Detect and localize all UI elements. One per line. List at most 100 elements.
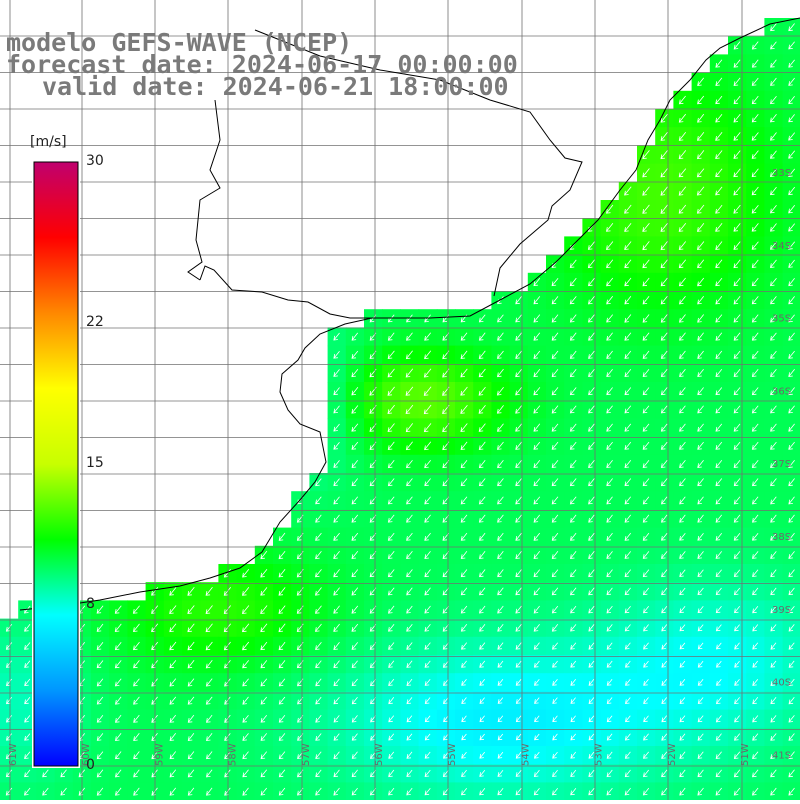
wind-cell xyxy=(364,527,383,547)
wind-arrow xyxy=(679,314,686,323)
wind-cell xyxy=(764,291,784,310)
wind-cell xyxy=(473,345,492,365)
wind-arrow xyxy=(443,733,449,741)
wind-arrow xyxy=(751,241,759,250)
wind-arrow xyxy=(533,496,541,505)
wind-cell xyxy=(564,727,583,747)
wind-arrow xyxy=(751,405,759,414)
wind-cell xyxy=(527,291,547,310)
wind-cell xyxy=(564,272,583,292)
wind-cell xyxy=(254,782,274,802)
wind-arrow xyxy=(478,368,486,378)
wind-cell xyxy=(655,272,674,292)
wind-cell xyxy=(691,491,711,510)
wind-arrow xyxy=(5,769,13,778)
wind-arrow xyxy=(315,751,322,759)
wind-arrow xyxy=(697,132,705,141)
wind-cell xyxy=(127,636,147,656)
wind-arrow xyxy=(679,679,686,686)
longitude-label: 53W xyxy=(594,743,605,766)
wind-arrow xyxy=(569,259,577,268)
wind-arrow xyxy=(752,751,759,759)
wind-arrow xyxy=(534,751,540,759)
wind-cell xyxy=(655,727,674,747)
wind-cell xyxy=(327,473,347,492)
wind-arrow xyxy=(569,314,577,323)
wind-cell xyxy=(455,363,474,383)
wind-cell xyxy=(709,236,729,256)
wind-arrow xyxy=(187,751,195,760)
wind-arrow xyxy=(788,715,795,723)
wind-cell xyxy=(527,782,547,802)
wind-cell xyxy=(473,418,492,438)
wind-cell xyxy=(709,600,729,620)
wind-cell xyxy=(527,636,547,656)
wind-arrow xyxy=(606,660,613,668)
wind-cell xyxy=(527,655,547,674)
wind-cell xyxy=(746,655,765,674)
wind-arrow xyxy=(606,478,613,487)
wind-arrow xyxy=(679,478,686,487)
wind-arrow xyxy=(788,241,796,250)
wind-arrow xyxy=(515,733,522,741)
wind-cell xyxy=(764,236,784,256)
wind-cell xyxy=(291,509,310,529)
wind-cell xyxy=(728,564,747,583)
wind-cell xyxy=(273,691,292,711)
wind-arrow xyxy=(733,259,741,269)
wind-arrow xyxy=(715,733,722,741)
wind-arrow xyxy=(333,405,340,414)
wind-cell xyxy=(655,163,674,183)
wind-arrow xyxy=(570,569,577,578)
wind-cell xyxy=(728,200,747,219)
wind-cell xyxy=(418,673,438,692)
wind-arrow xyxy=(587,259,595,269)
wind-arrow xyxy=(606,332,613,341)
wind-arrow xyxy=(661,624,668,632)
wind-cell xyxy=(364,473,383,492)
wind-cell xyxy=(327,527,347,547)
wind-cell xyxy=(691,145,711,165)
wind-arrow xyxy=(460,459,468,469)
wind-cell xyxy=(491,400,511,419)
wind-arrow xyxy=(788,423,795,432)
colorbar-tick-label: 22 xyxy=(86,314,104,331)
wind-arrow xyxy=(734,642,740,650)
wind-arrow xyxy=(569,405,577,414)
wind-arrow xyxy=(551,569,559,578)
wind-cell xyxy=(491,291,511,310)
wind-cell xyxy=(509,727,529,747)
wind-cell xyxy=(418,545,438,565)
wind-cell xyxy=(455,564,474,583)
wind-arrow xyxy=(424,441,432,451)
wind-arrow xyxy=(551,332,559,341)
wind-cell xyxy=(418,709,438,729)
wind-arrow xyxy=(715,369,723,377)
wind-arrow xyxy=(588,369,595,377)
wind-arrow xyxy=(770,205,777,214)
wind-arrow xyxy=(679,769,686,778)
wind-cell xyxy=(764,418,784,438)
wind-arrow xyxy=(733,587,741,596)
wind-cell xyxy=(491,727,511,747)
wind-cell xyxy=(345,746,365,765)
wind-cell xyxy=(637,709,656,729)
wind-arrow xyxy=(424,551,431,559)
wind-arrow xyxy=(533,605,540,614)
wind-cell xyxy=(618,291,638,310)
wind-arrow xyxy=(115,714,122,723)
wind-cell xyxy=(637,163,656,183)
wind-arrow xyxy=(751,314,759,323)
wind-arrow xyxy=(770,569,777,578)
wind-arrow xyxy=(679,624,686,632)
wind-cell xyxy=(691,109,711,128)
colorbar-tick-label: 15 xyxy=(86,455,104,471)
wind-arrow xyxy=(788,478,795,487)
wind-arrow xyxy=(770,605,777,614)
wind-arrow xyxy=(697,77,705,86)
wind-cell xyxy=(546,327,565,347)
wind-cell xyxy=(364,709,383,729)
wind-arrow xyxy=(406,733,413,741)
wind-cell xyxy=(582,400,602,419)
wind-cell xyxy=(637,382,656,401)
